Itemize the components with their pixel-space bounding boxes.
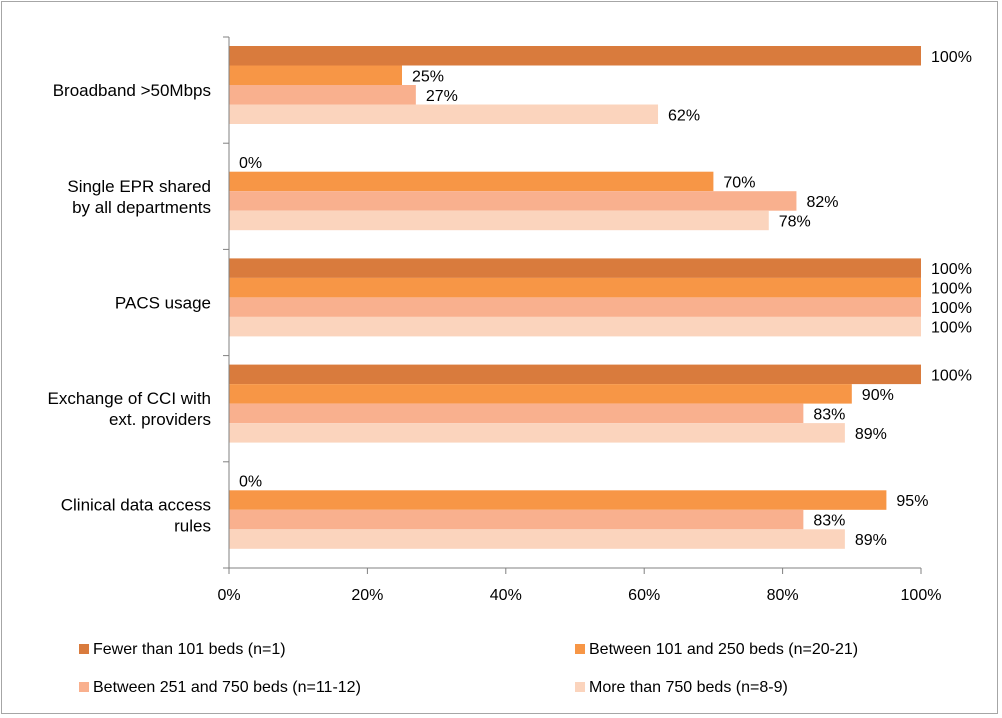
legend-label: Between 101 and 250 beds (n=20-21)	[589, 641, 858, 658]
bar	[229, 258, 921, 278]
x-tick-label: 40%	[490, 587, 522, 604]
legend-swatch	[575, 644, 585, 654]
data-label: 27%	[426, 88, 458, 105]
legend-swatch	[79, 682, 89, 692]
data-label: 70%	[723, 174, 755, 191]
data-label: 89%	[855, 426, 887, 443]
data-label: 100%	[931, 261, 972, 278]
data-label: 90%	[862, 387, 894, 404]
legend-swatch	[79, 644, 89, 654]
data-label: 95%	[896, 493, 928, 510]
data-label: 100%	[931, 300, 972, 317]
bar	[229, 529, 845, 549]
bar	[229, 191, 797, 211]
data-label: 78%	[779, 213, 811, 230]
category-label: Clinical data access	[61, 495, 211, 514]
category-label: Exchange of CCI with	[48, 389, 211, 408]
data-label: 100%	[931, 367, 972, 384]
legend-label: Between 251 and 750 beds (n=11-12)	[93, 679, 361, 696]
bar	[229, 316, 921, 337]
bar	[229, 423, 845, 443]
x-tick-label: 20%	[351, 587, 383, 604]
bar	[229, 384, 852, 404]
x-tick-label: 80%	[767, 587, 799, 604]
legend-label: Fewer than 101 beds (n=1)	[93, 641, 286, 658]
data-label: 83%	[813, 513, 845, 530]
x-tick-label: 100%	[901, 587, 942, 604]
data-label: 82%	[806, 194, 838, 211]
bar	[229, 277, 921, 298]
category-label: ext. providers	[109, 410, 211, 429]
data-label: 62%	[668, 107, 700, 124]
bar	[229, 104, 659, 124]
bar	[229, 403, 804, 424]
category-label: by all departments	[72, 198, 211, 217]
x-tick-label: 60%	[628, 587, 660, 604]
bar	[229, 210, 769, 231]
data-label: 0%	[239, 155, 262, 172]
legend-label: More than 750 beds (n=8-9)	[589, 679, 788, 696]
data-label: 100%	[931, 320, 972, 337]
bar	[229, 509, 804, 530]
category-label: Single EPR shared	[67, 177, 211, 196]
data-label: 25%	[412, 68, 444, 85]
bar	[229, 65, 402, 85]
data-label: 100%	[931, 281, 972, 298]
bar	[229, 297, 921, 317]
bar	[229, 171, 714, 192]
legend-swatch	[575, 682, 585, 692]
data-label: 0%	[239, 474, 262, 491]
bar	[229, 364, 921, 385]
bar	[229, 490, 887, 510]
data-label: 83%	[813, 406, 845, 423]
data-label: 100%	[931, 49, 972, 66]
category-label: rules	[174, 516, 211, 535]
x-tick-label: 0%	[217, 587, 240, 604]
category-label: PACS usage	[115, 294, 211, 313]
bar	[229, 46, 921, 66]
bar	[229, 85, 416, 105]
category-label: Broadband >50Mbps	[53, 81, 211, 100]
data-label: 89%	[855, 532, 887, 549]
